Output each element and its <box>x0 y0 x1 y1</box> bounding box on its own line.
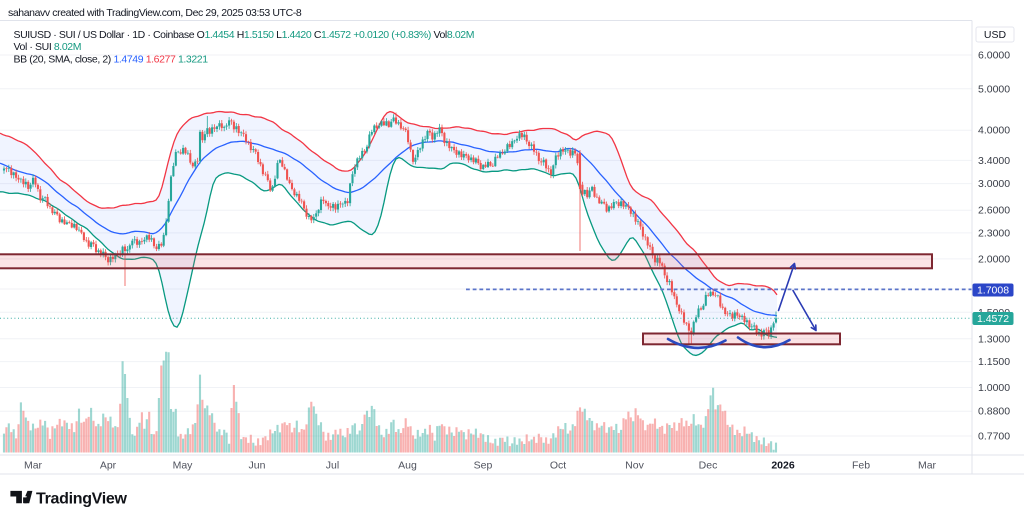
svg-text:Mar: Mar <box>24 460 43 472</box>
svg-text:Oct: Oct <box>550 460 566 472</box>
svg-text:1.1500: 1.1500 <box>978 356 1010 368</box>
svg-text:Feb: Feb <box>852 460 870 472</box>
svg-text:2.3000: 2.3000 <box>978 227 1010 239</box>
svg-text:Vol · SUI 8.02M: Vol · SUI 8.02M <box>14 41 82 53</box>
svg-text:2.6000: 2.6000 <box>978 205 1010 217</box>
svg-text:Apr: Apr <box>100 460 117 472</box>
svg-text:sahanavv created with TradingV: sahanavv created with TradingView.com, D… <box>8 7 302 19</box>
svg-text:USD: USD <box>984 29 1007 41</box>
svg-text:Nov: Nov <box>625 460 644 472</box>
svg-text:4.0000: 4.0000 <box>978 125 1010 137</box>
svg-text:3.4000: 3.4000 <box>978 155 1010 167</box>
svg-text:TradingView: TradingView <box>36 491 128 508</box>
svg-text:2.0000: 2.0000 <box>978 253 1010 265</box>
svg-text:2026: 2026 <box>771 460 795 472</box>
svg-text:BB (20, SMA, close, 2) 1.4749: BB (20, SMA, close, 2) 1.4749 1.6277 1.3… <box>14 54 209 66</box>
svg-text:1.0000: 1.0000 <box>978 382 1010 394</box>
svg-text:0.7700: 0.7700 <box>978 431 1010 443</box>
svg-text:Aug: Aug <box>398 460 417 472</box>
svg-text:Mar: Mar <box>918 460 937 472</box>
svg-text:May: May <box>173 460 194 472</box>
svg-text:Sep: Sep <box>474 460 493 472</box>
svg-text:Jun: Jun <box>249 460 266 472</box>
svg-text:SUIUSD · SUI / US Dollar · 1D: SUIUSD · SUI / US Dollar · 1D · Coinbase… <box>14 29 475 41</box>
svg-text:1.4572: 1.4572 <box>977 313 1009 325</box>
svg-text:1.3000: 1.3000 <box>978 333 1010 345</box>
svg-text:0.8800: 0.8800 <box>978 406 1010 418</box>
svg-text:Jul: Jul <box>326 460 339 472</box>
svg-text:6.0000: 6.0000 <box>978 50 1010 62</box>
svg-text:3.0000: 3.0000 <box>978 178 1010 190</box>
svg-text:Dec: Dec <box>699 460 718 472</box>
svg-text:1.7008: 1.7008 <box>977 284 1009 296</box>
svg-text:5.0000: 5.0000 <box>978 83 1010 95</box>
